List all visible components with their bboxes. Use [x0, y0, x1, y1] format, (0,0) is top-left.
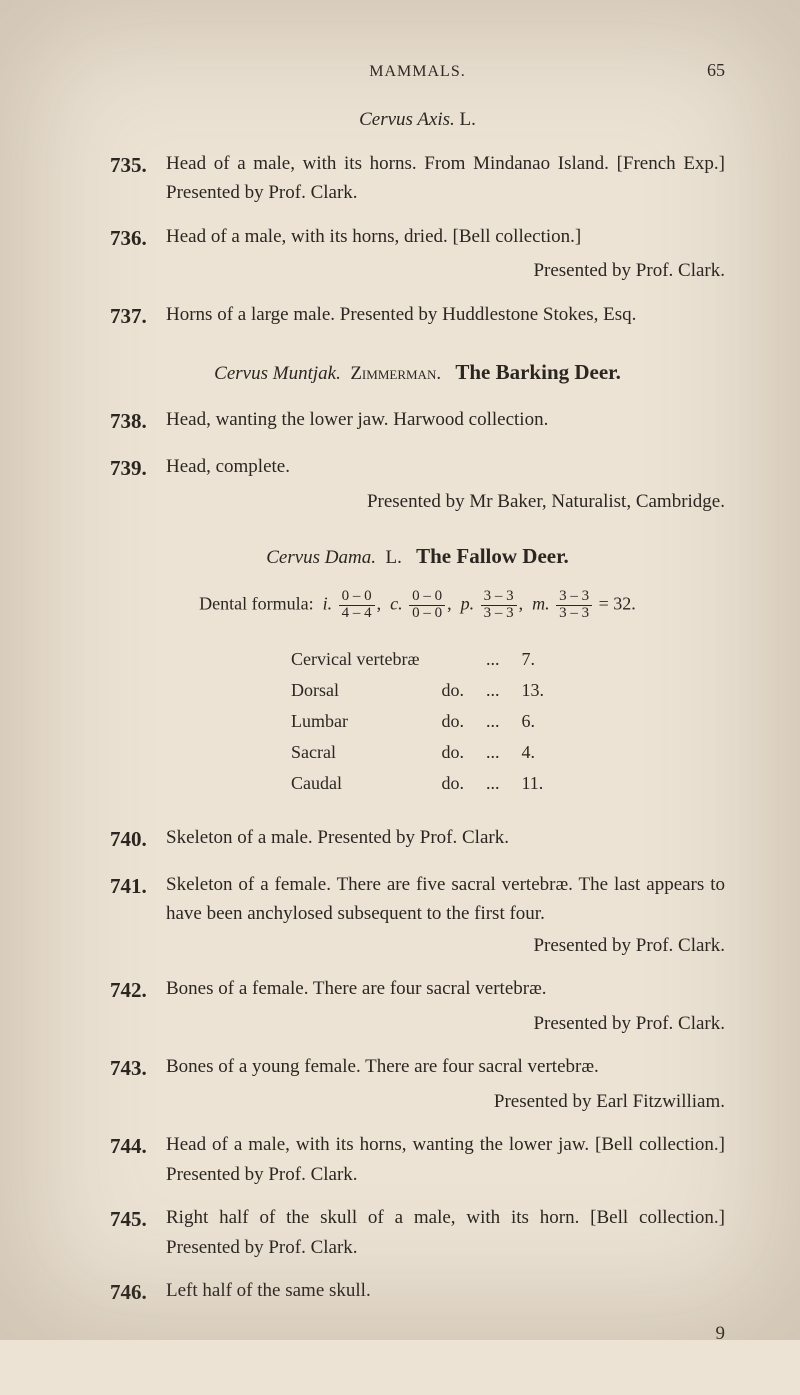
vert-do [431, 645, 474, 674]
section-fallow-deer: Cervus Dama. L. The Fallow Deer. [110, 544, 725, 569]
header-center: MAMMALS. [315, 63, 520, 81]
entry-number: 745. [110, 1203, 166, 1236]
vert-dots: ... [476, 769, 510, 798]
vert-label: Dorsal [281, 676, 429, 705]
vert-value: 7. [511, 645, 554, 674]
formula-m-label: m. [532, 593, 550, 613]
entry-text: Left half of the same skull. [166, 1276, 725, 1305]
page-number-top: 65 [520, 60, 725, 81]
entry-number: 739. [110, 452, 166, 485]
entry-number: 738. [110, 405, 166, 438]
page-body: MAMMALS. 65 Cervus Axis. L. 735. Head of… [0, 0, 800, 1395]
section-common-name: The Barking Deer. [455, 360, 620, 384]
species-heading-axis: Cervus Axis. L. [110, 109, 725, 131]
entry-number: 741. [110, 870, 166, 903]
formula-c-label: c. [390, 593, 403, 613]
vert-dots: ... [476, 707, 510, 736]
entry-credit: Presented by Prof. Clark. [110, 931, 725, 960]
vert-label: Sacral [281, 738, 429, 767]
formula-p-frac: 3 – 33 – 3 [481, 589, 517, 622]
vert-dots: ... [476, 676, 510, 705]
vert-do: do. [431, 676, 474, 705]
entry-text: Head of a male, with its horns, wanting … [166, 1130, 725, 1189]
entry-743: 743. Bones of a young female. There are … [110, 1052, 725, 1116]
vert-value: 13. [511, 676, 554, 705]
entry-number: 737. [110, 300, 166, 333]
entry-credit: Presented by Prof. Clark. [110, 256, 725, 285]
entry-number: 735. [110, 149, 166, 182]
vert-value: 6. [511, 707, 554, 736]
vert-value: 11. [511, 769, 554, 798]
table-row: Dorsal do. ... 13. [281, 676, 554, 705]
entry-text: Skeleton of a male. Presented by Prof. C… [166, 823, 725, 852]
table-row: Cervical vertebræ ... 7. [281, 645, 554, 674]
running-header: MAMMALS. 65 [110, 60, 725, 81]
section-authority: Zimmerman. [350, 363, 441, 384]
entry-text: Bones of a young female. There are four … [166, 1052, 725, 1081]
section-species: Cervus Muntjak. [214, 363, 341, 384]
section-authority: L. [386, 547, 402, 568]
vertebrae-table: Cervical vertebræ ... 7. Dorsal do. ... … [279, 643, 556, 799]
dental-formula: Dental formula: i. 0 – 04 – 4, c. 0 – 00… [110, 589, 725, 622]
entry-742: 742. Bones of a female. There are four s… [110, 974, 725, 1038]
entry-735: 735. Head of a male, with its horns. Fro… [110, 149, 725, 208]
entry-number: 736. [110, 222, 166, 255]
formula-i-label: i. [323, 593, 333, 613]
section-species: Cervus Dama. [266, 547, 376, 568]
entry-number: 743. [110, 1052, 166, 1085]
vert-label: Cervical vertebræ [281, 645, 429, 674]
entry-text: Head, complete. [166, 452, 725, 481]
entry-738: 738. Head, wanting the lower jaw. Harwoo… [110, 405, 725, 438]
vert-do: do. [431, 769, 474, 798]
entry-credit: Presented by Prof. Clark. [110, 1009, 725, 1038]
entry-number: 746. [110, 1276, 166, 1309]
formula-lead: Dental formula: [199, 593, 313, 613]
vert-do: do. [431, 707, 474, 736]
entry-text: Right half of the skull of a male, with … [166, 1203, 725, 1262]
entry-744: 744. Head of a male, with its horns, wan… [110, 1130, 725, 1189]
entry-739: 739. Head, complete. Presented by Mr Bak… [110, 452, 725, 516]
table-row: Sacral do. ... 4. [281, 738, 554, 767]
vert-dots: ... [476, 738, 510, 767]
entry-number: 744. [110, 1130, 166, 1163]
entry-text: Head of a male, with its horns. From Min… [166, 149, 725, 208]
entry-text: Head, wanting the lower jaw. Harwood col… [166, 405, 725, 434]
entry-text: Bones of a female. There are four sacral… [166, 974, 725, 1003]
entry-text: Skeleton of a female. There are five sac… [166, 870, 725, 929]
vert-label: Caudal [281, 769, 429, 798]
section-common-name: The Fallow Deer. [416, 544, 569, 568]
section-barking-deer: Cervus Muntjak. Zimmerman. The Barking D… [110, 360, 725, 385]
entry-737: 737. Horns of a large male. Presented by… [110, 300, 725, 333]
table-row: Lumbar do. ... 6. [281, 707, 554, 736]
entry-745: 745. Right half of the skull of a male, … [110, 1203, 725, 1262]
formula-eq: = 32. [599, 593, 636, 613]
entry-credit: Presented by Earl Fitzwilliam. [110, 1087, 725, 1116]
table-row: Caudal do. ... 11. [281, 769, 554, 798]
formula-m-frac: 3 – 33 – 3 [556, 589, 592, 622]
entry-746: 746. Left half of the same skull. [110, 1276, 725, 1309]
vert-do: do. [431, 738, 474, 767]
entry-736: 736. Head of a male, with its horns, dri… [110, 222, 725, 286]
vert-label: Lumbar [281, 707, 429, 736]
formula-i-frac: 0 – 04 – 4 [339, 589, 375, 622]
vert-dots: ... [476, 645, 510, 674]
entry-740: 740. Skeleton of a male. Presented by Pr… [110, 823, 725, 856]
entry-number: 740. [110, 823, 166, 856]
species-authority: L. [460, 109, 476, 130]
formula-p-label: p. [461, 593, 475, 613]
formula-c-frac: 0 – 00 – 0 [409, 589, 445, 622]
vert-value: 4. [511, 738, 554, 767]
entry-text: Head of a male, with its horns, dried. [… [166, 222, 725, 251]
entry-text: Horns of a large male. Presented by Hudd… [166, 300, 725, 329]
entry-741: 741. Skeleton of a female. There are fiv… [110, 870, 725, 960]
entry-number: 742. [110, 974, 166, 1007]
species-name: Cervus Axis. [359, 109, 455, 130]
entry-credit: Presented by Mr Baker, Naturalist, Cambr… [110, 487, 725, 516]
signature-number: 9 [110, 1323, 725, 1345]
